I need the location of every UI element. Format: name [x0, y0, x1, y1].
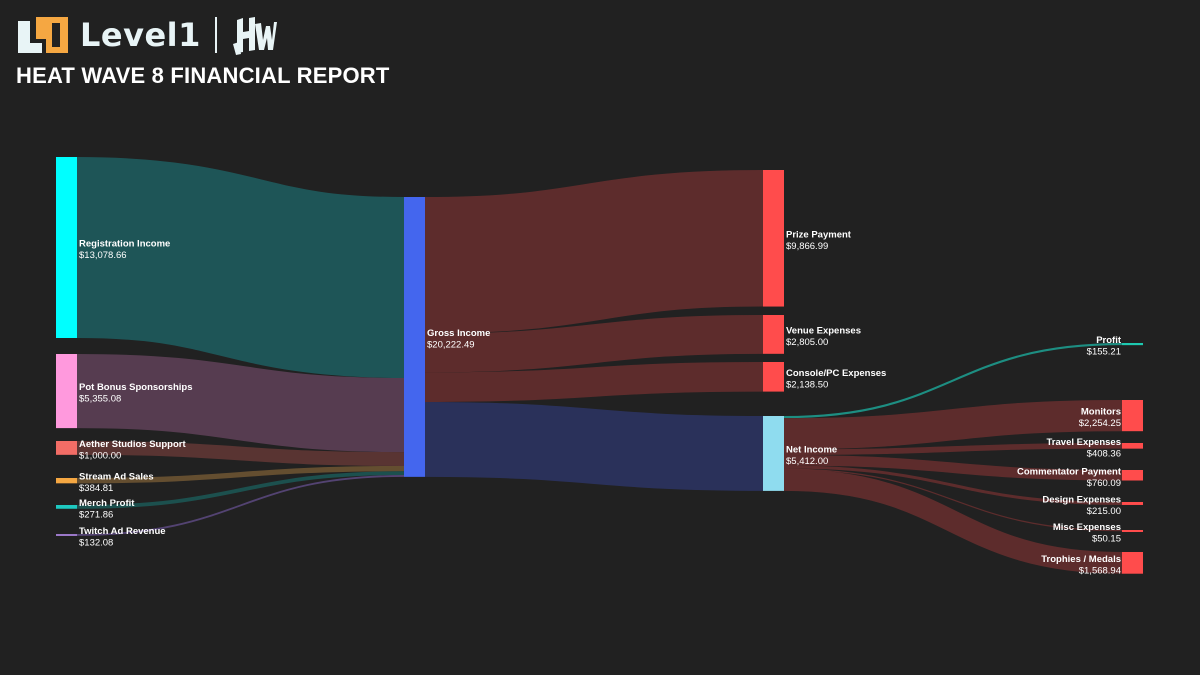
label-design-value: $215.00 — [1087, 506, 1121, 517]
link-twitch_ad-to-gross — [76, 475, 405, 536]
node-monitors — [1122, 400, 1143, 432]
node-trophies — [1122, 552, 1143, 574]
node-profit — [1122, 343, 1143, 346]
brand-name: Level1 — [80, 16, 201, 54]
link-aether-to-gross — [76, 441, 405, 466]
label-gross-name: Gross Income — [427, 328, 490, 339]
node-registration — [56, 157, 77, 338]
label-venue-value: $2,805.00 — [786, 337, 828, 348]
node-prize — [763, 170, 784, 307]
label-prize-name: Prize Payment — [786, 229, 852, 240]
label-aether-value: $1,000.00 — [79, 450, 121, 461]
link-pot_bonus-to-gross — [76, 353, 405, 453]
link-net-to-design — [783, 465, 1123, 505]
link-net-to-trophies — [783, 469, 1123, 574]
label-misc-value: $50.15 — [1092, 534, 1121, 545]
sankey-nodes — [56, 157, 1143, 574]
label-commentator-value: $760.09 — [1087, 478, 1121, 489]
label-profit-value: $155.21 — [1087, 347, 1121, 358]
label-pot_bonus-name: Pot Bonus Sponsorships — [79, 382, 192, 393]
label-stream_ad-value: $384.81 — [79, 483, 113, 494]
node-twitch_ad — [56, 534, 77, 536]
node-misc — [1122, 530, 1143, 532]
link-net-to-profit — [783, 343, 1123, 419]
report-header: Level1 HEAT WAVE 8 FINANCIAL REPORT — [16, 10, 390, 89]
label-travel-name: Travel Expenses — [1047, 437, 1121, 448]
link-stream_ad-to-gross — [76, 465, 405, 484]
label-trophies-value: $1,568.94 — [1079, 565, 1121, 576]
label-stream_ad-name: Stream Ad Sales — [79, 472, 154, 483]
link-net-to-travel — [783, 443, 1123, 455]
link-net-to-misc — [783, 468, 1123, 532]
label-profit-name: Profit — [1096, 335, 1122, 346]
node-venue — [763, 315, 784, 354]
link-gross-to-venue — [424, 315, 764, 373]
node-gross — [404, 197, 425, 477]
node-merch — [56, 505, 77, 509]
node-aether — [56, 441, 77, 455]
node-stream_ad — [56, 478, 77, 484]
label-net-value: $5,412.00 — [786, 456, 828, 467]
page-title: HEAT WAVE 8 FINANCIAL REPORT — [16, 63, 390, 88]
label-trophies-name: Trophies / Medals — [1041, 554, 1121, 565]
label-registration-name: Registration Income — [79, 239, 170, 250]
label-merch-name: Merch Profit — [79, 498, 135, 509]
label-pot_bonus-value: $5,355.08 — [79, 394, 121, 405]
sankey-links — [76, 157, 1123, 574]
sankey-labels: Registration Income$13,078.66 Pot Bonus S… — [79, 229, 1122, 576]
node-console — [763, 362, 784, 392]
label-console-value: $2,138.50 — [786, 379, 828, 390]
label-monitors-value: $2,254.25 — [1079, 418, 1121, 429]
node-net — [763, 416, 784, 491]
node-commentator — [1122, 470, 1143, 481]
logo-row: Level1 — [16, 10, 390, 60]
label-venue-name: Venue Expenses — [786, 325, 861, 336]
link-gross-to-net — [424, 401, 764, 491]
label-commentator-name: Commentator Payment — [1017, 466, 1122, 477]
label-gross-value: $20,222.49 — [427, 339, 475, 350]
link-gross-to-console — [424, 362, 764, 402]
node-travel — [1122, 443, 1143, 449]
hw-logo-icon — [232, 17, 277, 55]
label-net-name: Net Income — [786, 444, 837, 455]
label-twitch_ad-value: $132.08 — [79, 538, 113, 549]
node-design — [1122, 502, 1143, 505]
link-net-to-monitors — [783, 400, 1123, 450]
level1-logo-icon — [18, 17, 68, 53]
link-gross-to-prize — [424, 169, 764, 334]
logo-divider — [214, 17, 217, 53]
link-registration-to-gross — [76, 157, 405, 378]
link-merch-to-gross — [76, 471, 405, 509]
label-merch-value: $271.86 — [79, 509, 113, 520]
label-travel-value: $408.36 — [1087, 448, 1121, 459]
label-prize-value: $9,866.99 — [786, 241, 828, 252]
label-twitch_ad-name: Twitch Ad Revenue — [79, 526, 166, 537]
label-console-name: Console/PC Expenses — [786, 368, 886, 379]
label-monitors-name: Monitors — [1081, 407, 1121, 418]
label-aether-name: Aether Studios Support — [79, 439, 186, 450]
label-misc-name: Misc Expenses — [1053, 522, 1121, 533]
label-registration-value: $13,078.66 — [79, 250, 127, 261]
label-design-name: Design Expenses — [1042, 494, 1121, 505]
node-pot_bonus — [56, 354, 77, 429]
link-net-to-commentator — [783, 454, 1123, 481]
